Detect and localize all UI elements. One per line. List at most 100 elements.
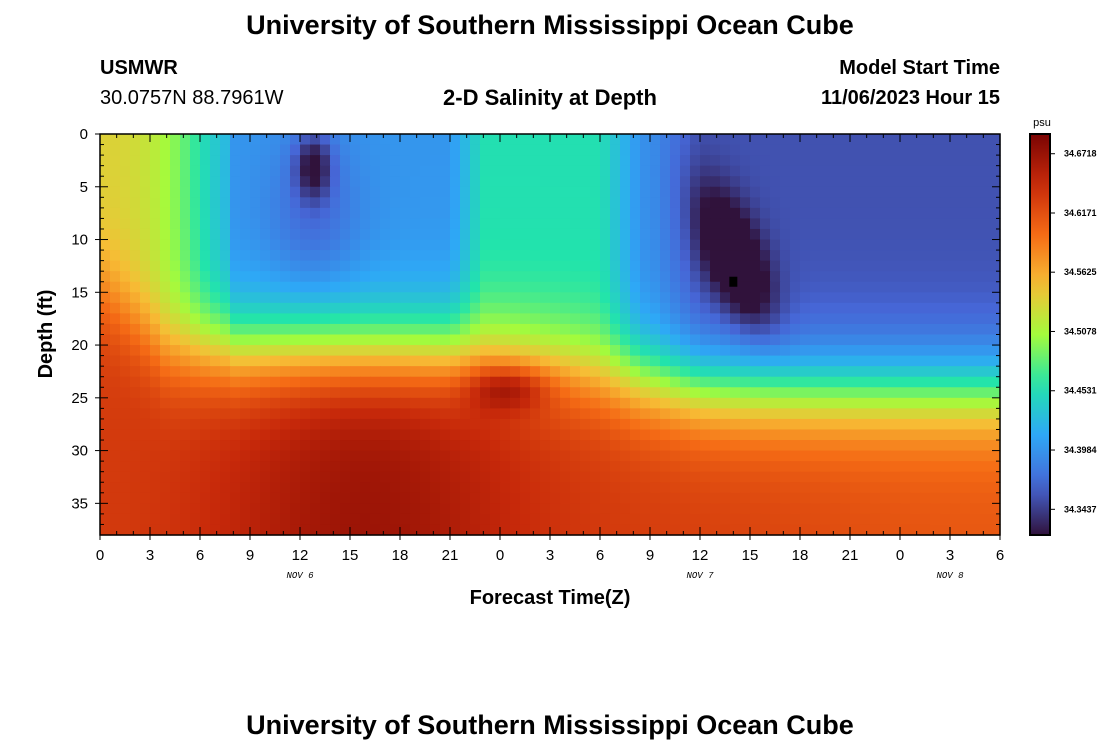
heatmap-cell — [400, 281, 411, 293]
heatmap-cell — [340, 313, 351, 325]
heatmap-cell — [630, 450, 641, 462]
heatmap-cell — [270, 250, 281, 262]
heatmap-cell — [640, 387, 651, 399]
heatmap-cell — [230, 165, 241, 177]
heatmap-cell — [920, 387, 931, 399]
heatmap-cell — [920, 334, 931, 346]
heatmap-cell — [590, 524, 601, 536]
heatmap-cell — [100, 323, 111, 336]
heatmap-cell — [440, 397, 451, 409]
heatmap-cell — [120, 313, 131, 325]
heatmap-cell — [360, 429, 371, 441]
heatmap-cell — [660, 313, 671, 325]
heatmap-cell — [880, 302, 891, 314]
heatmap-cell — [100, 302, 111, 314]
heatmap-cell — [720, 292, 731, 304]
heatmap-cell — [780, 292, 791, 304]
heatmap-cell — [860, 250, 871, 262]
heatmap-cell — [500, 218, 511, 230]
heatmap-cell — [170, 302, 181, 314]
heatmap-cell — [250, 250, 261, 262]
heatmap-cell — [630, 418, 641, 431]
heatmap-cell — [490, 408, 501, 420]
heatmap-cell — [470, 239, 481, 251]
heatmap-cell — [260, 492, 271, 504]
heatmap-cell — [620, 239, 631, 251]
heatmap-cell — [290, 271, 301, 283]
heatmap-cell — [210, 482, 221, 494]
heatmap-cell — [850, 408, 861, 420]
heatmap-cell — [710, 239, 721, 251]
heatmap-cell — [710, 292, 721, 304]
heatmap-cell — [630, 292, 641, 304]
heatmap-cell — [980, 302, 991, 314]
heatmap-cell — [470, 482, 481, 494]
heatmap-cell — [560, 134, 571, 146]
heatmap-cell — [290, 250, 301, 262]
x-tick-label: 21 — [442, 547, 459, 564]
heatmap-cell — [850, 429, 861, 441]
heatmap-cell — [510, 355, 521, 367]
heatmap-cell — [710, 334, 721, 346]
heatmap-cell — [810, 260, 821, 272]
heatmap-cell — [400, 250, 411, 262]
heatmap-cell — [760, 397, 771, 409]
heatmap-cell — [920, 313, 931, 325]
x-tick-label: 6 — [996, 547, 1004, 564]
heatmap-cell — [610, 228, 621, 241]
heatmap-cell — [910, 450, 921, 462]
heatmap-cell — [750, 376, 761, 388]
heatmap-cell — [350, 376, 361, 388]
heatmap-cell — [870, 524, 881, 536]
heatmap-cell — [410, 260, 421, 272]
heatmap-cell — [850, 366, 861, 378]
heatmap-cell — [490, 366, 501, 378]
heatmap-cell — [520, 302, 531, 314]
heatmap-cell — [460, 440, 471, 452]
heatmap-cell — [590, 471, 601, 483]
heatmap-cell — [410, 313, 421, 325]
heatmap-cell — [850, 524, 861, 536]
heatmap-cell — [730, 176, 741, 188]
heatmap-cell — [290, 450, 301, 462]
heatmap-cell — [190, 197, 201, 209]
heatmap-cell — [850, 250, 861, 262]
heatmap-cell — [970, 387, 981, 399]
heatmap-cell — [510, 345, 521, 357]
heatmap-cell — [940, 355, 951, 367]
heatmap-cell — [100, 155, 111, 167]
heatmap-cell — [340, 524, 351, 536]
heatmap-cell — [440, 313, 451, 325]
heatmap-cell — [290, 176, 301, 188]
heatmap-cell — [260, 334, 271, 346]
heatmap-cell — [820, 281, 831, 293]
heatmap-cell — [620, 228, 631, 241]
heatmap-cell — [960, 323, 971, 336]
heatmap-cell — [990, 134, 1001, 146]
heatmap-cell — [730, 471, 741, 483]
heatmap-cell — [990, 292, 1001, 304]
heatmap-cell — [930, 366, 941, 378]
heatmap-cell — [940, 323, 951, 336]
heatmap-cell — [210, 355, 221, 367]
heatmap-cell — [150, 281, 161, 293]
heatmap-cell — [320, 429, 331, 441]
heatmap-cell — [270, 313, 281, 325]
heatmap-cell — [590, 387, 601, 399]
heatmap-cell — [650, 228, 661, 241]
heatmap-cell — [790, 397, 801, 409]
heatmap-cell — [410, 387, 421, 399]
heatmap-cell — [120, 144, 131, 156]
heatmap-cell — [120, 165, 131, 177]
heatmap-cell — [970, 513, 981, 526]
heatmap-cell — [920, 397, 931, 409]
heatmap-cell — [170, 503, 181, 515]
heatmap-cell — [970, 165, 981, 177]
heatmap-cell — [760, 155, 771, 167]
heatmap-cell — [420, 397, 431, 409]
heatmap-cell — [150, 313, 161, 325]
heatmap-cell — [770, 271, 781, 283]
heatmap-cell — [540, 492, 551, 504]
heatmap-cell — [450, 218, 461, 230]
heatmap-cell — [190, 207, 201, 220]
